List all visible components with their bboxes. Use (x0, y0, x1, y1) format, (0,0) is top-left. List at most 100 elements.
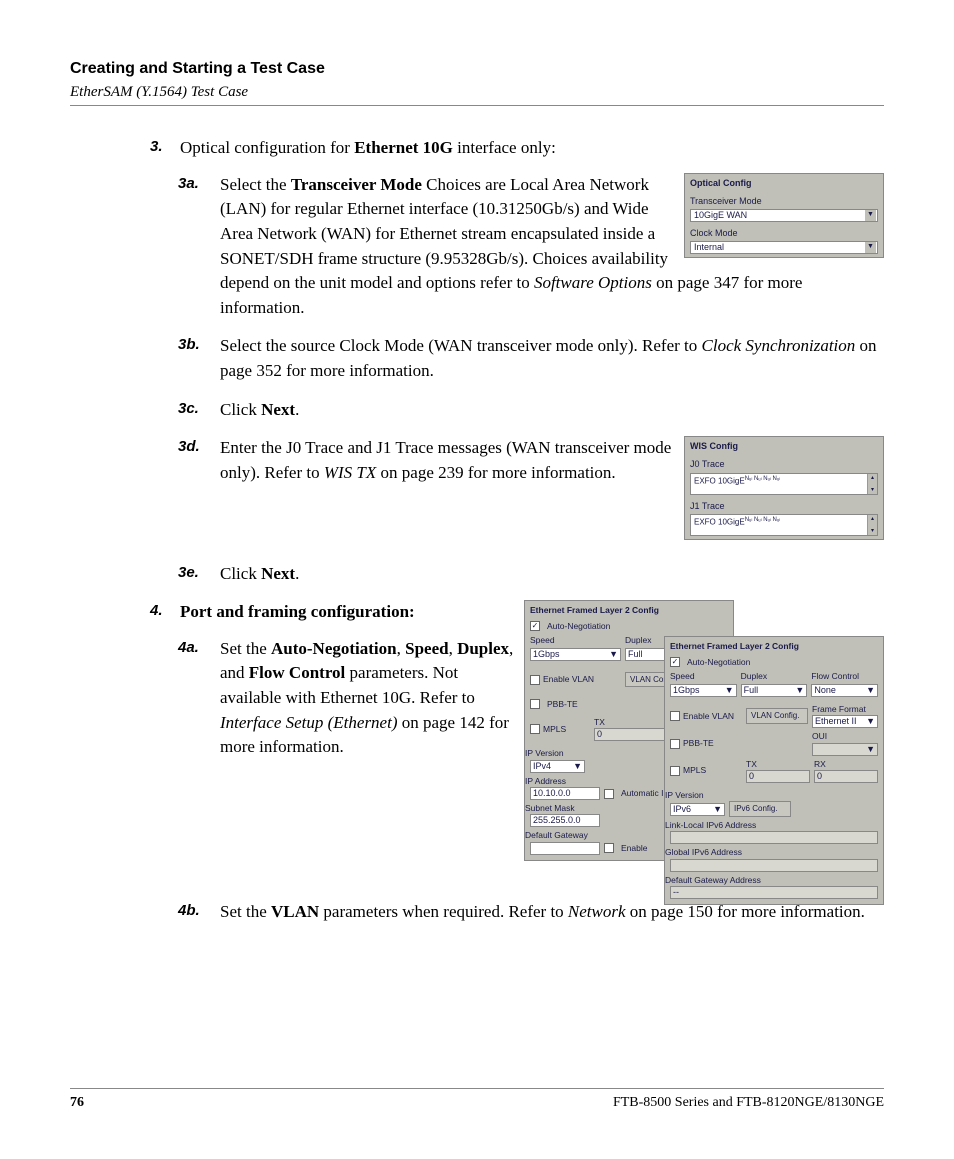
gateway-input: -- (670, 886, 878, 899)
body-content: 3. Optical configuration for Ethernet 10… (70, 136, 884, 925)
text: parameters when required. Refer to (319, 902, 568, 921)
page-section-subtitle: EtherSAM (Y.1564) Test Case (70, 84, 884, 101)
text-bold: Duplex (457, 639, 509, 658)
mpls-label: MPLS (683, 765, 706, 775)
global-ipv6-input (670, 859, 878, 872)
dialog-title: Ethernet Framed Layer 2 Config (525, 601, 733, 619)
transceiver-mode-label: Transceiver Mode (685, 193, 883, 209)
step-4b-marker: 4b. (178, 900, 200, 922)
dialog-title: WIS Config (685, 437, 883, 456)
enable-label: Enable (621, 842, 647, 854)
input-value: 0 (749, 770, 754, 783)
auto-ip-label: Automatic IP (621, 787, 669, 799)
select-value: IPv6 (673, 803, 691, 816)
rx-input: 0 (814, 770, 878, 783)
text-italic: Network (568, 902, 626, 921)
text-bold: Ethernet 10G (354, 138, 453, 157)
wis-config-dialog: WIS Config J0 Trace EXFO 10GigENᵤₗ Nᵤₗ N… (684, 436, 884, 539)
auto-neg-label: Auto-Negotiation (547, 620, 610, 632)
clock-mode-label: Clock Mode (685, 225, 883, 241)
step-3a: 3a. Optical Config Transceiver Mode 10Gi… (220, 173, 884, 321)
text: on page 239 for more information. (376, 463, 615, 482)
step-3-marker: 3. (150, 136, 163, 158)
text: . (295, 400, 299, 419)
mpls-checkbox[interactable] (670, 766, 680, 776)
transceiver-mode-select[interactable]: 10GigE WAN ▼ (690, 209, 878, 222)
text: . (295, 564, 299, 583)
page-section-title: Creating and Starting a Test Case (70, 60, 884, 78)
text: Set the (220, 902, 271, 921)
step-3a-marker: 3a. (178, 173, 199, 195)
text-bold: Auto-Negotiation (271, 639, 397, 658)
gateway-input[interactable] (530, 842, 600, 855)
step-4-marker: 4. (150, 600, 163, 622)
text-italic: Interface Setup (Ethernet) (220, 713, 398, 732)
text: , (397, 639, 406, 658)
ip-address-input[interactable]: 10.10.0.0 (530, 787, 600, 800)
step-3e: 3e. Click Next. (220, 562, 884, 587)
text: Select the source Clock Mode (WAN transc… (220, 336, 702, 355)
step-3: 3. Optical configuration for Ethernet 10… (180, 136, 884, 586)
page-number: 76 (70, 1095, 84, 1111)
select-value: 10GigE WAN (694, 209, 747, 222)
text-bold: Flow Control (249, 663, 346, 682)
input-value: 0 (817, 770, 822, 783)
gateway-label: Default Gateway Address (665, 874, 883, 886)
ip-version-select[interactable]: IPv6 ▼ (670, 803, 725, 816)
text-italic: Software Options (534, 273, 652, 292)
product-name: FTB-8500 Series and FTB-8120NGE/8130NGE (613, 1095, 884, 1111)
step-3-sublist: 3a. Optical Config Transceiver Mode 10Gi… (220, 173, 884, 587)
j1-trace-input[interactable]: EXFO 10GigENᵤₗ Nᵤₗ Nᵤₗ Nᵤₗ ▴▾ (690, 514, 878, 536)
text-bold: Next (261, 564, 295, 583)
input-value: 10.10.0.0 (533, 787, 571, 800)
text-italic: WIS TX (324, 463, 376, 482)
optical-config-dialog: Optical Config Transceiver Mode 10GigE W… (684, 173, 884, 258)
ip-version-select[interactable]: IPv4▼ (530, 760, 585, 773)
j0-trace-label: J0 Trace (685, 456, 883, 472)
ipv6-config-button[interactable]: IPv6 Config. (729, 801, 791, 817)
step-3c-marker: 3c. (178, 398, 199, 420)
auto-neg-checkbox[interactable]: ✓ (530, 621, 540, 631)
tx-input: 0 (746, 770, 810, 783)
scrollbar[interactable]: ▴▾ (867, 515, 877, 535)
enable-gw-checkbox[interactable] (604, 843, 614, 853)
dropdown-arrow-icon: ▼ (713, 803, 722, 816)
text-bold: VLAN (271, 902, 319, 921)
text: Click (220, 564, 261, 583)
text: Optical configuration for (180, 138, 354, 157)
header-rule (70, 105, 884, 106)
step-3-text: Optical configuration for Ethernet 10G i… (180, 138, 556, 157)
step-3c: 3c. Click Next. (220, 398, 884, 423)
text: Select the (220, 175, 291, 194)
text-bold: Next (261, 400, 295, 419)
j0-trace-input[interactable]: EXFO 10GigENᵤₗ Nᵤₗ Nᵤₗ Nᵤₗ ▴▾ (690, 473, 878, 495)
j1-trace-label: J1 Trace (685, 498, 883, 514)
text-bold: Port and framing configuration: (180, 602, 415, 621)
text: on page 150 for more information. (626, 902, 865, 921)
input-value: EXFO 10GigE (694, 476, 745, 485)
ip-version-label: IP Version (665, 789, 883, 801)
dropdown-arrow-icon: ▼ (865, 242, 876, 253)
step-4a-marker: 4a. (178, 637, 199, 659)
text: Click (220, 400, 261, 419)
step-3d: 3d. WIS Config J0 Trace EXFO 10GigENᵤₗ N… (220, 436, 884, 547)
clock-mode-select[interactable]: Internal ▼ (690, 241, 878, 254)
step-4b: 4b. Set the VLAN parameters when require… (220, 900, 884, 925)
step-4: 4. Ethernet Framed Layer 2 Config ✓Auto-… (180, 600, 884, 925)
input-value: -- (673, 886, 679, 899)
text: Set the (220, 639, 271, 658)
subnet-input[interactable]: 255.255.0.0 (530, 814, 600, 827)
link-local-input (670, 831, 878, 844)
link-local-label: Link-Local IPv6 Address (665, 819, 883, 831)
step-4a: 4a. Set the Auto-Negotiation, Speed, Dup… (220, 637, 884, 760)
text-bold: Transceiver Mode (291, 175, 422, 194)
input-value: EXFO 10GigE (694, 517, 745, 526)
page-footer: 76 FTB-8500 Series and FTB-8120NGE/8130N… (70, 1088, 884, 1111)
step-3b: 3b. Select the source Clock Mode (WAN tr… (220, 334, 884, 383)
text-bold: Speed (405, 639, 448, 658)
auto-ip-checkbox[interactable] (604, 789, 614, 799)
scrollbar[interactable]: ▴▾ (867, 474, 877, 494)
step-3e-marker: 3e. (178, 562, 199, 584)
dialog-title: Optical Config (685, 174, 883, 193)
select-value: IPv4 (533, 760, 551, 773)
